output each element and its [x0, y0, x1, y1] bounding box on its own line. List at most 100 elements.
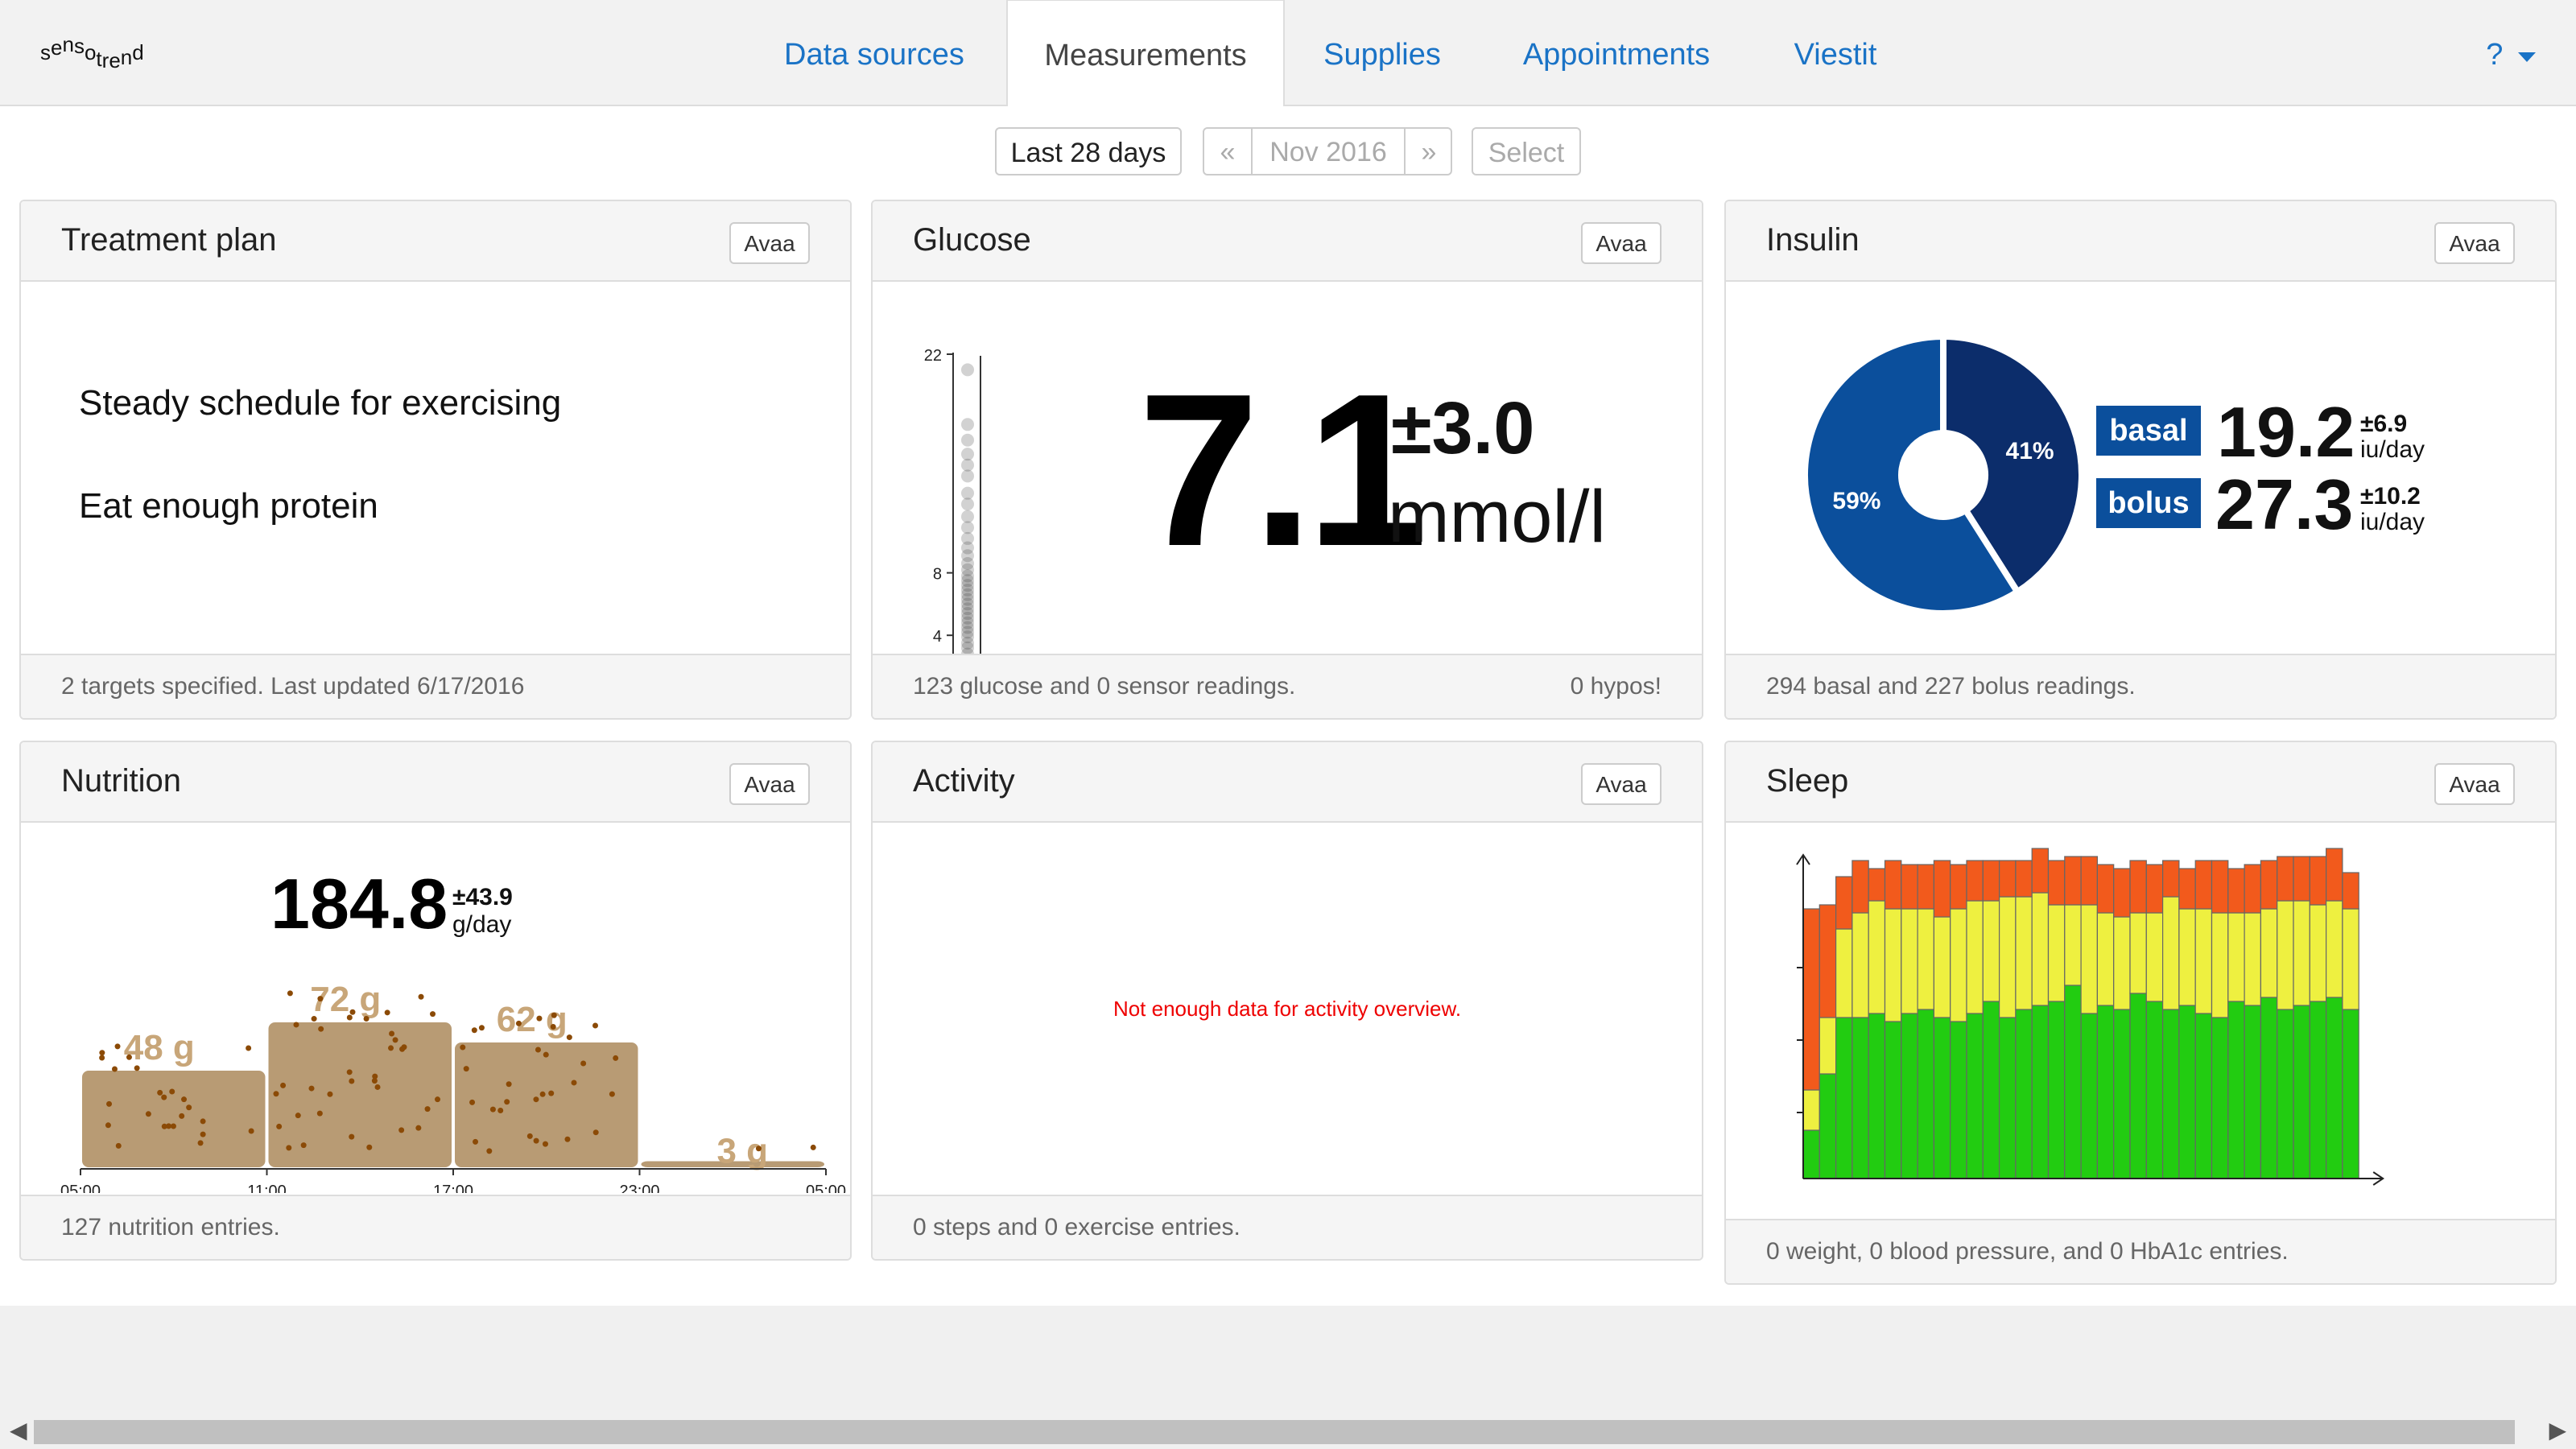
- tab-measurements[interactable]: Measurements: [1006, 0, 1285, 106]
- open-insulin-button[interactable]: Avaa: [2434, 222, 2515, 264]
- sleep-bar-segment: [2178, 868, 2196, 910]
- sleep-bar-segment: [2080, 904, 2099, 1014]
- help-dropdown[interactable]: ?: [2486, 0, 2537, 105]
- nutrition-meal-dot: [346, 1014, 353, 1021]
- sleep-bar-segment: [2244, 864, 2261, 914]
- glucose-reading-dot: [961, 592, 974, 606]
- treatment-plan-panel: Treatment plan Avaa Steady schedule for …: [19, 200, 852, 720]
- nutrition-meal-dot: [311, 1016, 317, 1022]
- open-nutrition-button[interactable]: Avaa: [729, 763, 810, 805]
- nutrition-meal-dot: [469, 1099, 476, 1105]
- sleep-bar-segment: [1901, 908, 1918, 1014]
- glucose-reading-dot: [961, 541, 974, 555]
- sleep-bar-segment: [1933, 916, 1951, 1018]
- nutrition-meal-dot: [349, 1009, 356, 1015]
- glucose-sd: ±3.0: [1391, 387, 1535, 469]
- sleep-footer-text: 0 weight, 0 blood pressure, and 0 HbA1c …: [1766, 1238, 2289, 1265]
- glucose-reading-dot: [961, 433, 974, 447]
- last-28-days-button[interactable]: Last 28 days: [995, 127, 1182, 175]
- nutrition-meal-dot: [114, 1043, 121, 1050]
- sleep-bar-segment: [2129, 993, 2147, 1179]
- sleep-bar-segment: [2080, 1013, 2099, 1179]
- sleep-bar-segment: [2096, 912, 2115, 1006]
- glucose-reading-dot: [961, 607, 974, 621]
- sleep-bar-segment: [2015, 860, 2033, 898]
- nutrition-meal-dot: [200, 1131, 206, 1137]
- bolus-value: 27.3: [2215, 464, 2354, 544]
- basal-sd: ±6.9: [2360, 411, 2408, 437]
- sleep-bar-segment: [1982, 900, 2000, 1002]
- tab-appointments[interactable]: Appointments: [1522, 38, 1711, 72]
- sleep-bar-segment: [2260, 860, 2278, 910]
- activity-panel: Activity Avaa Not enough data for activi…: [871, 741, 1703, 1261]
- nutrition-meal-dot: [384, 1009, 390, 1016]
- glucose-tick-label: 8: [933, 566, 942, 584]
- sleep-bar-segment: [1933, 860, 1951, 918]
- glucose-reading-dot: [961, 497, 974, 511]
- scroll-right-icon[interactable]: ▶: [2549, 1418, 2566, 1443]
- nutrition-meal-dot: [542, 1141, 548, 1147]
- scroll-left-icon[interactable]: ◀: [10, 1418, 27, 1443]
- sleep-bar-segment: [1966, 1013, 1984, 1179]
- open-treatment-plan-button[interactable]: Avaa: [729, 222, 810, 264]
- previous-month-button[interactable]: «: [1204, 129, 1253, 174]
- nutrition-meal-dot: [571, 1080, 577, 1086]
- sleep-bar-segment: [2096, 1005, 2115, 1179]
- sleep-bar-segment: [2227, 868, 2245, 914]
- sleep-x-arrow: [2372, 1171, 2385, 1186]
- glucose-reading-dot: [961, 510, 974, 523]
- nutrition-footer-text: 127 nutrition entries.: [61, 1214, 280, 1241]
- nutrition-meal-dot: [372, 1073, 378, 1080]
- nutrition-bar: [268, 1022, 452, 1167]
- sleep-bar-segment: [2211, 912, 2229, 1018]
- nutrition-meal-dot: [181, 1096, 188, 1103]
- nutrition-meal-dot: [145, 1111, 151, 1117]
- sleep-bar-segment: [1818, 1017, 1837, 1075]
- activity-message: Not enough data for activity overview.: [1113, 997, 1462, 1021]
- sleep-bar-segment: [2211, 1017, 2229, 1179]
- sleep-bar-segment: [2244, 1005, 2261, 1179]
- sleep-bar-segment: [1818, 904, 1837, 1018]
- scrollbar-thumb[interactable]: [34, 1420, 2515, 1444]
- glucose-reading-dot: [961, 641, 974, 654]
- nutrition-meal-dot: [543, 1051, 549, 1058]
- sleep-bar-segment: [2342, 1009, 2359, 1179]
- sensotrend-logo[interactable]: sensotrend: [40, 32, 169, 80]
- horizontal-scrollbar[interactable]: ◀ ▶: [0, 1412, 2576, 1449]
- next-month-button[interactable]: »: [1404, 129, 1452, 174]
- nutrition-meal-dot: [548, 1090, 555, 1096]
- bolus-badge: bolus: [2096, 478, 2201, 528]
- sleep-bar-segment: [2161, 896, 2180, 1010]
- glucose-reading-dot: [961, 583, 974, 597]
- sleep-bar-segment: [2309, 1001, 2327, 1179]
- nutrition-meal-dot: [536, 1015, 543, 1022]
- sleep-bar-segment: [2015, 1009, 2033, 1179]
- sleep-bar-segment: [2194, 908, 2213, 1014]
- glucose-reading-dot: [961, 569, 974, 583]
- tab-viestit[interactable]: Viestit: [1794, 38, 1877, 72]
- glucose-reading-dot: [961, 616, 974, 630]
- sleep-bar-segment: [2194, 860, 2213, 910]
- open-sleep-button[interactable]: Avaa: [2434, 763, 2515, 805]
- panel-footer: 123 glucose and 0 sensor readings. 0 hyp…: [873, 654, 1702, 718]
- panel-header: Glucose Avaa: [873, 201, 1702, 282]
- nutrition-meal-dot: [755, 1146, 762, 1152]
- nutrition-meal-dot: [430, 1011, 436, 1018]
- select-range-button[interactable]: Select: [1472, 127, 1581, 175]
- glucose-reading-dot: [961, 636, 974, 650]
- tab-supplies[interactable]: Supplies: [1323, 38, 1441, 72]
- tab-data-sources[interactable]: Data sources: [784, 38, 964, 72]
- panel-title: Nutrition: [61, 763, 181, 799]
- sleep-bar-segment: [1901, 1013, 1918, 1179]
- glucose-reading-dot: [961, 574, 974, 588]
- nutrition-meal-dot: [366, 1144, 373, 1150]
- sleep-bar-segment: [2161, 1009, 2180, 1179]
- nutrition-bar: [82, 1071, 266, 1167]
- nutrition-meal-dot: [349, 1078, 355, 1084]
- nutrition-meal-dot: [318, 1026, 324, 1032]
- open-glucose-button[interactable]: Avaa: [1581, 222, 1662, 264]
- nutrition-meal-dot: [533, 1137, 539, 1144]
- open-activity-button[interactable]: Avaa: [1581, 763, 1662, 805]
- sleep-bar-segment: [1835, 876, 1853, 930]
- nutrition-meal-dot: [317, 996, 324, 1002]
